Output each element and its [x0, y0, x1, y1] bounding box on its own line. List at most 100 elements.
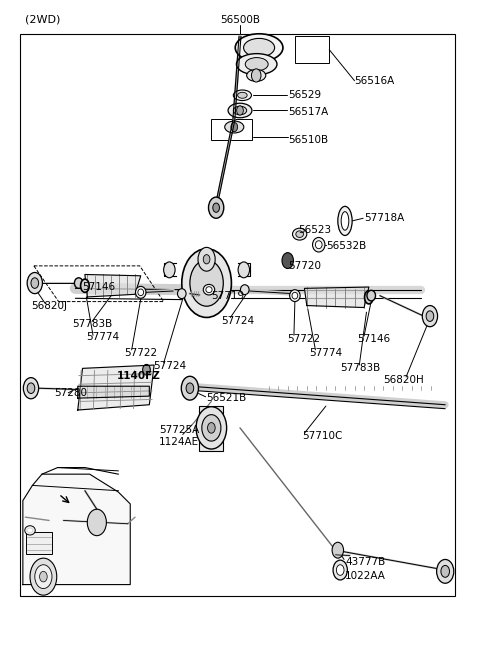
Circle shape [252, 69, 261, 82]
Circle shape [208, 197, 224, 218]
Ellipse shape [233, 106, 247, 115]
Ellipse shape [178, 289, 186, 299]
Circle shape [27, 383, 35, 394]
Text: 57724: 57724 [221, 316, 254, 326]
Text: 1022AA: 1022AA [345, 571, 386, 581]
Polygon shape [23, 474, 130, 584]
Text: 57783B: 57783B [340, 363, 381, 373]
Ellipse shape [312, 238, 325, 252]
Text: 56516A: 56516A [355, 76, 395, 86]
Ellipse shape [81, 279, 89, 292]
Text: (2WD): (2WD) [25, 15, 60, 25]
Text: 57774: 57774 [309, 348, 342, 358]
Ellipse shape [296, 231, 303, 238]
Ellipse shape [237, 54, 277, 75]
Bar [199, 406, 223, 451]
Circle shape [332, 542, 344, 558]
Circle shape [441, 566, 449, 577]
Circle shape [24, 378, 38, 399]
Text: 56521B: 56521B [206, 393, 247, 403]
Ellipse shape [27, 528, 33, 533]
Circle shape [30, 558, 57, 595]
Bar [211, 119, 252, 140]
Ellipse shape [135, 286, 146, 298]
Ellipse shape [225, 121, 244, 133]
Text: 56532B: 56532B [326, 241, 366, 251]
Polygon shape [78, 365, 154, 410]
Bar [295, 37, 329, 63]
Ellipse shape [289, 290, 300, 301]
Text: 57719: 57719 [211, 291, 244, 301]
Text: 56820H: 56820H [383, 374, 424, 384]
Circle shape [238, 262, 250, 278]
Ellipse shape [74, 278, 83, 288]
Ellipse shape [341, 212, 349, 230]
Polygon shape [304, 287, 369, 307]
Circle shape [190, 260, 223, 306]
Ellipse shape [233, 90, 252, 100]
Circle shape [422, 305, 438, 327]
Circle shape [196, 407, 227, 449]
Ellipse shape [138, 289, 144, 295]
Circle shape [198, 248, 215, 271]
Text: 56500B: 56500B [220, 15, 260, 25]
Text: 57710C: 57710C [302, 432, 342, 442]
Circle shape [333, 560, 348, 580]
Text: 57774: 57774 [86, 332, 120, 342]
Text: 56529: 56529 [288, 90, 321, 100]
Circle shape [143, 365, 150, 375]
Circle shape [31, 278, 38, 288]
Ellipse shape [25, 526, 35, 535]
Circle shape [231, 122, 238, 131]
Text: 57720: 57720 [288, 261, 321, 271]
Ellipse shape [206, 287, 212, 293]
Ellipse shape [235, 34, 283, 62]
Circle shape [202, 414, 221, 441]
Circle shape [437, 560, 454, 583]
Ellipse shape [203, 284, 215, 295]
Ellipse shape [292, 228, 307, 240]
Ellipse shape [240, 285, 249, 295]
Ellipse shape [338, 207, 352, 236]
Circle shape [39, 571, 47, 582]
Circle shape [186, 383, 194, 394]
Text: 57280: 57280 [54, 388, 87, 398]
Ellipse shape [228, 103, 252, 118]
Text: 57718A: 57718A [364, 213, 404, 223]
Text: 43777B: 43777B [345, 557, 385, 567]
Ellipse shape [245, 58, 268, 71]
Ellipse shape [364, 291, 373, 304]
Circle shape [213, 203, 219, 212]
Polygon shape [85, 274, 141, 297]
Ellipse shape [247, 70, 266, 82]
Circle shape [87, 509, 107, 536]
Circle shape [237, 106, 243, 115]
Ellipse shape [292, 292, 298, 299]
Text: 57783B: 57783B [72, 319, 112, 329]
Text: 57146: 57146 [83, 282, 116, 292]
Circle shape [181, 376, 199, 400]
Circle shape [203, 254, 210, 264]
Text: 56820J: 56820J [32, 301, 68, 311]
Circle shape [182, 249, 231, 317]
Circle shape [35, 565, 52, 588]
Circle shape [336, 565, 344, 575]
Text: 57724: 57724 [153, 361, 186, 371]
Text: 1140FZ: 1140FZ [117, 371, 161, 380]
Bar [21, 35, 455, 596]
Text: 57146: 57146 [357, 333, 390, 343]
Text: 57725A: 57725A [159, 425, 199, 435]
Circle shape [207, 422, 215, 433]
Ellipse shape [367, 290, 375, 301]
Text: 56510B: 56510B [288, 135, 328, 145]
Circle shape [27, 272, 42, 293]
Circle shape [426, 311, 434, 321]
Polygon shape [78, 386, 149, 398]
Ellipse shape [315, 241, 322, 249]
Ellipse shape [243, 39, 275, 57]
Circle shape [164, 262, 175, 278]
Text: 56523: 56523 [298, 224, 331, 234]
Text: 56517A: 56517A [288, 107, 328, 117]
Text: 57722: 57722 [287, 333, 320, 343]
Ellipse shape [238, 92, 247, 98]
